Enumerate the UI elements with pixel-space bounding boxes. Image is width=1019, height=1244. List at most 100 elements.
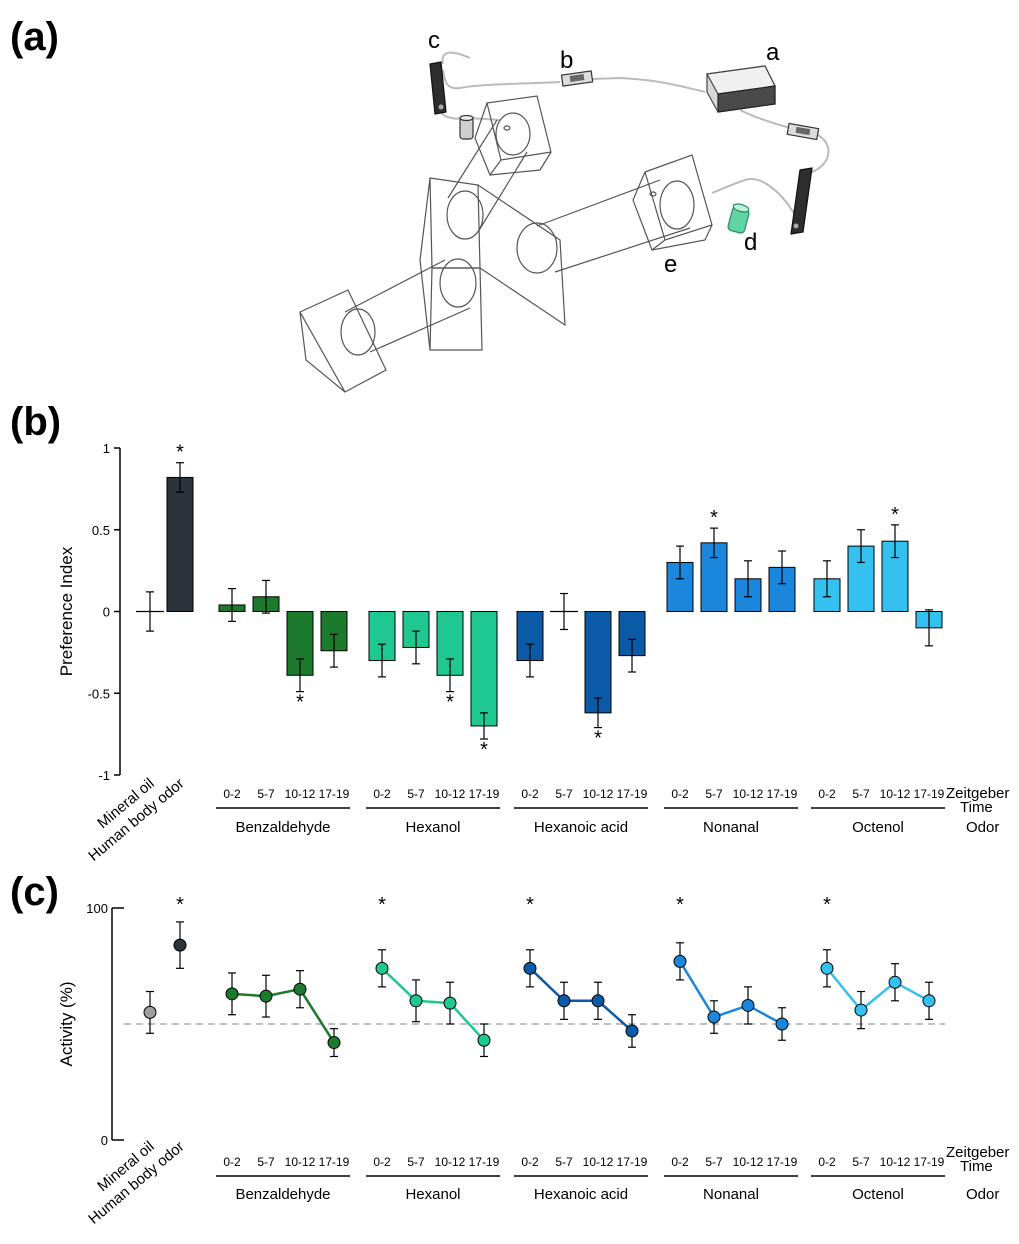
- group-2-pt-2-bar: [584, 611, 612, 714]
- time-category-label: 10-12: [733, 1155, 764, 1169]
- group-1-series-line: [381, 967, 485, 1042]
- time-category-label: 5-7: [257, 1155, 275, 1169]
- group-0-pt-1-point: [259, 989, 273, 1003]
- time-category-label: 5-7: [705, 787, 723, 801]
- group-2-pt-1-point: [557, 994, 571, 1008]
- time-category-label: 5-7: [705, 1155, 723, 1169]
- time-category-label: 10-12: [880, 1155, 911, 1169]
- tubing: [442, 69, 561, 90]
- vial-control: [459, 114, 474, 140]
- y-axis-label: Preference Index: [57, 546, 76, 676]
- diagram-label-a: a: [766, 39, 780, 66]
- tubing: [739, 109, 791, 129]
- group-label: Octenol: [852, 1186, 904, 1203]
- time-category-label: 17-19: [617, 787, 648, 801]
- time-category-label: 5-7: [852, 787, 870, 801]
- flowmeter-b2: [786, 122, 820, 141]
- control-1-point: [173, 938, 187, 952]
- group-1-pt-0-significance: *: [378, 894, 386, 916]
- time-category-label: 0-2: [373, 787, 391, 801]
- time-category-label: 5-7: [555, 787, 573, 801]
- odor-label-b: Odor: [966, 819, 999, 836]
- time-category-label: 0-2: [223, 787, 241, 801]
- time-category-label: 10-12: [435, 1155, 466, 1169]
- time-category-label: 10-12: [435, 787, 466, 801]
- control-0-point: [143, 1005, 157, 1019]
- time-category-label: 17-19: [617, 1155, 648, 1169]
- group-label: Octenol: [852, 819, 904, 836]
- time-category-label: 5-7: [257, 787, 275, 801]
- y-tick-label: 100: [86, 901, 108, 916]
- group-2-pt-2-significance: *: [594, 728, 602, 750]
- zeitgeber-label-c-1: Zeitgeber: [946, 1144, 1009, 1161]
- time-category-label: 0-2: [223, 1155, 241, 1169]
- group-1-pt-0-point: [375, 961, 389, 975]
- group-4-pt-2-significance: *: [891, 504, 899, 526]
- vial-odor: [727, 203, 750, 234]
- group-label: Benzaldehyde: [235, 1186, 330, 1203]
- panel-label-b: (b): [10, 400, 61, 444]
- group-2-pt-3-point: [625, 1024, 639, 1038]
- time-category-label: 10-12: [583, 1155, 614, 1169]
- flowmeter-b: [560, 70, 594, 87]
- zeitgeber-label-b-1: Zeitgeber: [946, 785, 1009, 802]
- y-tick-label: 1: [103, 441, 110, 456]
- group-0-series-line: [231, 987, 336, 1044]
- group-2-pt-0-significance: *: [526, 894, 534, 916]
- odor-chamber-left: [474, 95, 552, 177]
- group-label: Hexanoic acid: [534, 1186, 628, 1203]
- panel-label-c: (c): [10, 870, 59, 914]
- group-3-pt-1-point: [707, 1010, 721, 1024]
- zeitgeber-label-c-2: Time: [960, 1158, 993, 1175]
- group-0-pt-3-point: [327, 1036, 341, 1050]
- y-tick-label: 0.5: [92, 523, 110, 538]
- odor-chamber-right: [632, 154, 713, 251]
- group-4-pt-0-point: [820, 961, 834, 975]
- group-label: Hexanoic acid: [534, 819, 628, 836]
- group-4-series-line: [826, 967, 930, 1012]
- diagram-label-b: b: [560, 47, 573, 74]
- time-category-label: 10-12: [733, 787, 764, 801]
- time-category-label: 17-19: [767, 1155, 798, 1169]
- y-axis-label: Activity (%): [57, 982, 76, 1067]
- time-category-label: 5-7: [407, 787, 425, 801]
- control-1-significance: *: [176, 442, 184, 464]
- time-category-label: 17-19: [319, 1155, 350, 1169]
- group-3-pt-0-significance: *: [676, 894, 684, 916]
- group-3-pt-3-point: [775, 1017, 789, 1031]
- release-chamber: [299, 289, 387, 393]
- flow-regulator-c2: [790, 167, 813, 235]
- diagram-label-e: e: [664, 251, 677, 278]
- group-label: Benzaldehyde: [235, 819, 330, 836]
- y-tick-label: 0: [101, 1133, 108, 1148]
- diagram-label-c: c: [428, 27, 440, 54]
- group-2-series-line: [529, 967, 633, 1032]
- group-1-pt-3-bar: [470, 611, 498, 727]
- group-1-pt-1-point: [409, 994, 423, 1008]
- time-category-label: 17-19: [469, 1155, 500, 1169]
- time-category-label: 0-2: [818, 1155, 836, 1169]
- time-category-label: 0-2: [818, 787, 836, 801]
- time-category-label: 17-19: [469, 787, 500, 801]
- time-category-label: 17-19: [319, 787, 350, 801]
- time-category-label: 0-2: [671, 1155, 689, 1169]
- group-3-pt-1-significance: *: [710, 507, 718, 529]
- group-label: Hexanol: [405, 1186, 460, 1203]
- group-4-pt-3-point: [922, 994, 936, 1008]
- tubing: [711, 178, 796, 216]
- group-1-pt-3-point: [477, 1033, 491, 1047]
- diagram-label-d: d: [744, 229, 757, 256]
- panel-label-a: (a): [10, 15, 59, 59]
- time-category-label: 5-7: [555, 1155, 573, 1169]
- time-category-label: 0-2: [521, 1155, 539, 1169]
- time-category-label: 17-19: [914, 1155, 945, 1169]
- group-1-pt-3-significance: *: [480, 739, 488, 761]
- flow-regulator-c: [429, 61, 447, 115]
- time-category-label: 10-12: [285, 787, 316, 801]
- group-2-pt-0-point: [523, 961, 537, 975]
- tube-right-arm: [536, 179, 691, 273]
- y-tick-label: -0.5: [88, 686, 110, 701]
- time-category-label: 0-2: [521, 787, 539, 801]
